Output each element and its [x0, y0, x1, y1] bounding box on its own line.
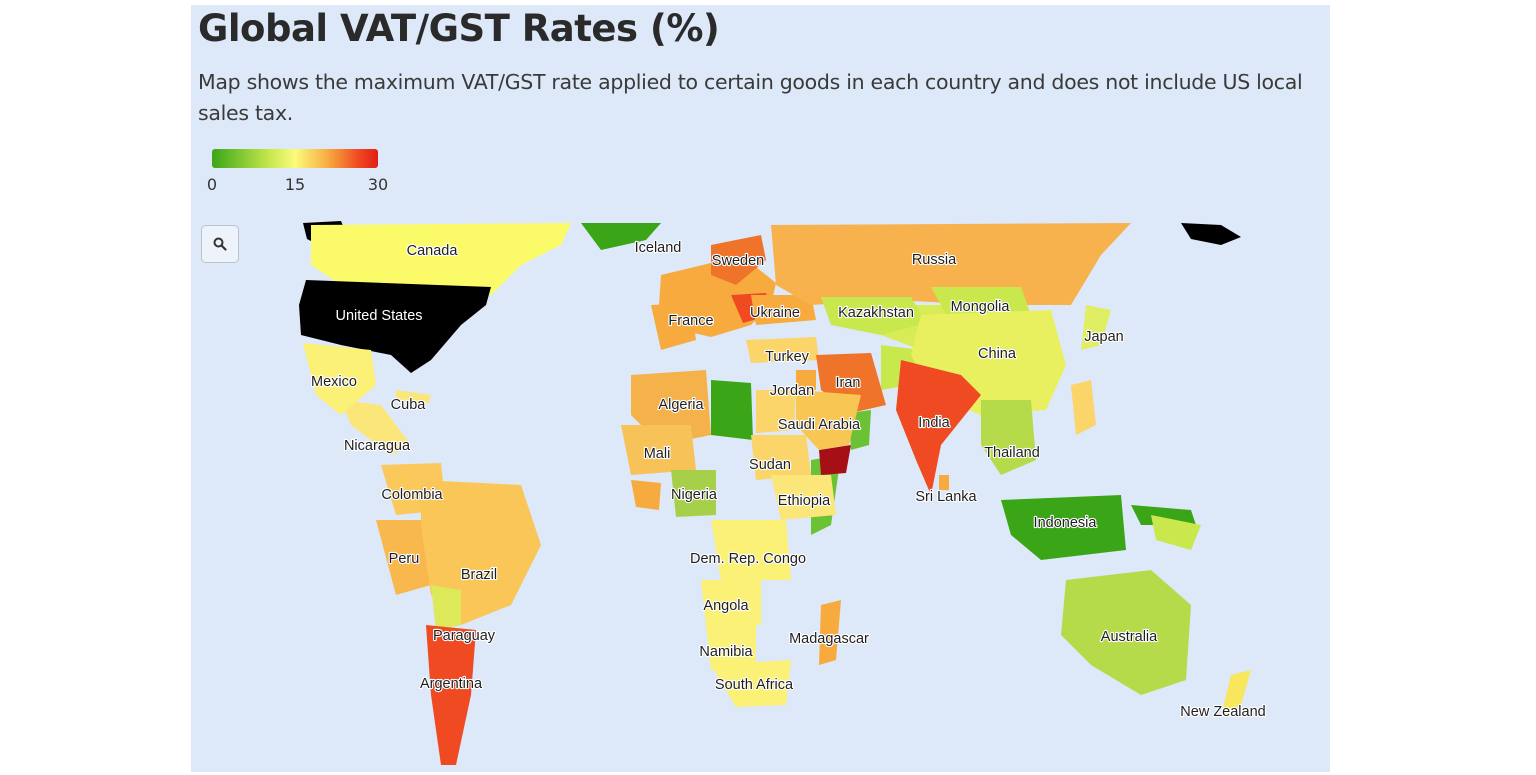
label-canada: Canada [407, 243, 459, 259]
color-legend: 0 15 30 [207, 149, 388, 194]
label-india: India [918, 415, 950, 431]
country-thailand [981, 400, 1036, 475]
label-namibia: Namibia [699, 644, 753, 660]
country-dem-rep-congo [711, 520, 791, 580]
country-india [896, 360, 981, 495]
label-indonesia: Indonesia [1034, 515, 1098, 531]
label-turkey: Turkey [765, 349, 810, 365]
label-cuba: Cuba [391, 397, 427, 413]
world-map[interactable]: Canada United States Mexico Cuba Nicarag… [191, 5, 1330, 772]
label-sweden: Sweden [712, 253, 764, 269]
label-mongolia: Mongolia [951, 299, 1011, 315]
country-south-africa [711, 660, 791, 707]
label-madagascar: Madagascar [789, 631, 869, 647]
label-france: France [668, 313, 713, 329]
country-namibia [706, 625, 756, 670]
label-nicaragua: Nicaragua [344, 438, 411, 454]
country-sweden [711, 235, 766, 285]
label-kazakhstan: Kazakhstan [838, 305, 914, 321]
country-australia [1061, 570, 1191, 695]
country-ukraine [751, 295, 816, 325]
country-kazakhstan [821, 297, 926, 335]
map-panel: Global VAT/GST Rates (%) Map shows the m… [191, 5, 1330, 772]
country-paraguay [431, 585, 461, 630]
label-colombia: Colombia [381, 487, 443, 503]
country-shapes[interactable] [299, 223, 1251, 765]
country-indonesia [1001, 495, 1126, 560]
label-angola: Angola [703, 598, 749, 614]
label-united-states: United States [335, 308, 422, 324]
legend-colorbar [212, 149, 378, 168]
label-ukraine: Ukraine [750, 305, 800, 321]
label-mali: Mali [644, 446, 671, 462]
label-saudi-arabia: Saudi Arabia [778, 417, 861, 433]
label-algeria: Algeria [658, 397, 704, 413]
country-madagascar [819, 600, 841, 665]
country-angola [701, 580, 761, 625]
country-peru [376, 520, 431, 595]
label-new-zealand: New Zealand [1180, 704, 1265, 720]
country-argentina [426, 625, 476, 765]
country-jordan [796, 370, 816, 390]
label-iceland: Iceland [635, 240, 682, 256]
label-dem-rep-congo: Dem. Rep. Congo [690, 551, 806, 567]
country-turkey [746, 337, 819, 363]
legend-tick-max: 30 [367, 175, 389, 194]
search-icon [213, 237, 227, 251]
country-iceland [581, 223, 661, 250]
country-united-states [299, 280, 491, 373]
label-mexico: Mexico [311, 374, 357, 390]
country-saudi-arabia [796, 390, 861, 450]
country-sudan [751, 435, 811, 480]
country-new-zealand [1221, 670, 1251, 717]
label-china: China [978, 346, 1017, 362]
label-argentina: Argentina [420, 676, 483, 692]
label-peru: Peru [389, 551, 420, 567]
page-title: Global VAT/GST Rates (%) [198, 7, 720, 50]
country-ethiopia [771, 475, 836, 520]
label-paraguay: Paraguay [433, 628, 496, 644]
country-japan [1081, 305, 1111, 350]
country-russia [771, 223, 1131, 305]
label-sri-lanka: Sri Lanka [915, 489, 977, 505]
label-russia: Russia [912, 252, 957, 268]
label-jordan: Jordan [770, 383, 814, 399]
country-nigeria [671, 470, 716, 517]
country-sri-lanka [939, 475, 949, 490]
label-japan: Japan [1084, 329, 1124, 345]
label-ethiopia: Ethiopia [778, 493, 831, 509]
label-brazil: Brazil [461, 567, 497, 583]
country-cuba [396, 390, 431, 403]
page-subtitle: Map shows the maximum VAT/GST rate appli… [198, 70, 1303, 125]
country-mali [621, 425, 696, 475]
legend-tick-min: 0 [206, 175, 218, 194]
zoom-button[interactable] [201, 225, 239, 263]
label-thailand: Thailand [984, 445, 1040, 461]
label-sudan: Sudan [749, 457, 791, 473]
legend-tick-mid: 15 [284, 175, 306, 194]
label-south-africa: South Africa [715, 677, 794, 693]
country-mexico [303, 343, 376, 415]
label-australia: Australia [1101, 629, 1158, 645]
country-france [651, 303, 696, 350]
country-labels: Canada United States Mexico Cuba Nicarag… [310, 239, 1267, 721]
label-nigeria: Nigeria [671, 487, 718, 503]
label-iran: Iran [836, 375, 861, 391]
